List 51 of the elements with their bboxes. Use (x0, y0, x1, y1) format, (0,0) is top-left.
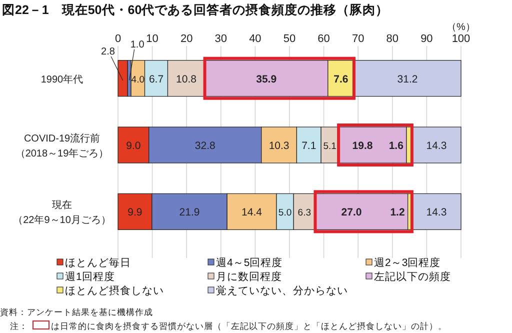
data-label: 7.1 (302, 140, 316, 152)
legend-label: ほとんど毎日 (65, 257, 131, 269)
text: 資料：アンケート結果を基に機構作成 (0, 307, 153, 317)
data-label: 35.9 (256, 73, 277, 86)
data-label: 19.8 (352, 140, 373, 152)
text: 注： (10, 321, 28, 331)
legend-label: 週1回程度 (65, 270, 115, 283)
x-tick-label: 20 (180, 33, 193, 45)
legend-label: 左記以下の頻度 (374, 270, 451, 283)
data-label: 6.7 (148, 73, 164, 86)
data-label: 6.3 (298, 208, 312, 219)
x-tick-label: 10 (146, 33, 158, 45)
y-tick-label: COVID-19流行前（2018～19年ごろ） (15, 132, 109, 160)
x-tick-label: 100 (452, 33, 470, 45)
x-tick-label: 0 (114, 33, 122, 45)
data-label: 7.6 (334, 73, 348, 86)
text: は日常的に食肉を摂食する習慣がない層（「左記以下の頻度」と「ほとんど摂食しない」の計）。 (51, 321, 447, 331)
data-label: 9.9 (128, 206, 142, 219)
data-label: 27.0 (341, 206, 362, 219)
chart-title: 図22－1 現在50代・60代である回答者の摂食頻度の推移（豚肉） (2, 2, 389, 17)
data-label: 31.2 (397, 73, 418, 86)
legend-label: 週4～5回程度 (216, 256, 283, 269)
data-label: 1.0 (130, 39, 145, 50)
data-label: 2.8 (101, 46, 116, 58)
data-label: 21.9 (179, 206, 200, 219)
data-label: 5.0 (278, 208, 292, 219)
data-label: 4.0 (131, 74, 145, 86)
legend-label: 月に数回程度 (216, 270, 282, 283)
x-tick-label: 30 (214, 33, 228, 45)
data-label: 14.4 (242, 206, 262, 219)
data-label: 1.6 (388, 140, 404, 152)
data-label: 14.3 (426, 140, 447, 152)
x-axis-title: （%） (446, 22, 476, 33)
x-tick-label: 40 (249, 33, 262, 45)
x-tick-label: 70 (352, 33, 364, 45)
data-label: 5.1 (323, 141, 336, 152)
data-label: 10.3 (268, 140, 290, 152)
x-tick-label: 50 (283, 33, 296, 45)
y-tick-label: 1990年代 (40, 73, 84, 86)
data-label: 14.3 (426, 206, 447, 219)
x-tick-label: 60 (318, 33, 330, 45)
data-label: 1.2 (390, 206, 405, 219)
data-label: 32.8 (194, 140, 216, 152)
x-tick-label: 80 (386, 33, 399, 45)
x-tick-label: 90 (420, 33, 433, 45)
legend-label: ほとんど摂食しない (65, 285, 164, 297)
legend-label: 覚えていない、分からない (216, 284, 348, 297)
y-tick-label: 現在（22年9～10月ごろ） (13, 199, 111, 226)
data-label: 9.0 (126, 140, 141, 152)
data-label: 10.8 (176, 73, 197, 86)
legend-label: 週2～3回程度 (374, 256, 441, 269)
